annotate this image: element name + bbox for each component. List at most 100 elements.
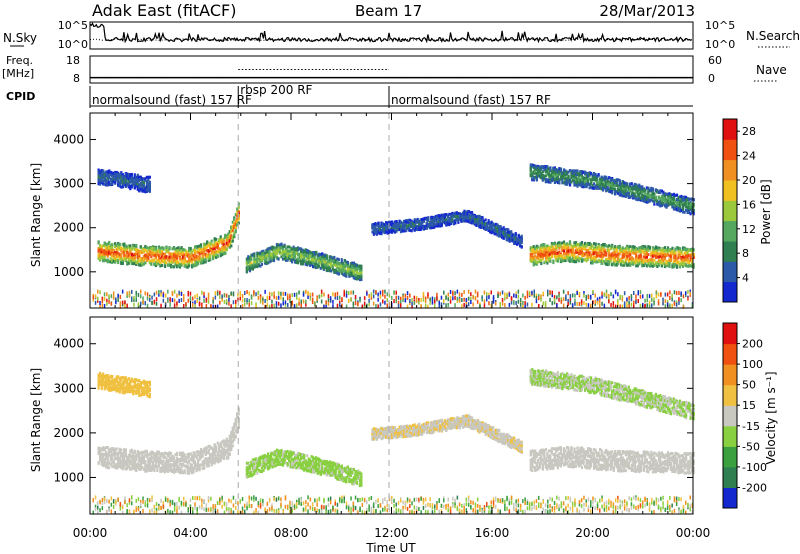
power-cell-b1 xyxy=(266,253,270,257)
power-cell-b1 xyxy=(307,260,310,264)
power-cell-b3 xyxy=(541,249,544,253)
power-cell-b1 xyxy=(251,265,254,269)
power-cell-b0 xyxy=(194,256,197,260)
power-cell-b1 xyxy=(324,265,327,269)
power-cell-b0 xyxy=(237,211,240,215)
power-cell-b2 xyxy=(473,215,477,219)
power-cell-b5 xyxy=(535,174,538,178)
power-cell-b4 xyxy=(105,178,108,182)
power-cell-b1 xyxy=(254,264,257,268)
power-cell-b2 xyxy=(495,222,498,226)
power-cell-b4 xyxy=(147,185,150,189)
power-cell-b2 xyxy=(496,233,499,237)
power-cell-b0 xyxy=(233,221,236,225)
power-cell-b4 xyxy=(103,173,106,177)
power-cell-b2 xyxy=(472,219,475,223)
power-cell-b5 xyxy=(591,178,594,182)
power-cell-b5 xyxy=(608,176,611,180)
power-cell-b0 xyxy=(236,220,239,224)
power-cell-b4 xyxy=(138,179,141,183)
power-cell-b2 xyxy=(431,224,434,227)
power-cell-b5 xyxy=(549,173,552,177)
power-cell-b5 xyxy=(636,190,639,194)
power-cell-b0 xyxy=(171,257,174,261)
power-cell-b1 xyxy=(310,251,313,255)
power-cell-b3 xyxy=(653,251,656,255)
power-cell-b2 xyxy=(380,231,383,235)
power-cell-b5 xyxy=(552,170,555,174)
power-cell-b3 xyxy=(600,260,603,264)
power-cell-b5 xyxy=(541,165,544,169)
power-cell-b0 xyxy=(203,260,206,264)
power-cell-b2 xyxy=(416,220,419,224)
power-cell-b3 xyxy=(645,264,648,268)
power-cell-b3 xyxy=(685,249,688,253)
power-cell-b3 xyxy=(596,260,599,264)
power-cell-b2 xyxy=(380,229,383,233)
power-cell-b0 xyxy=(138,250,141,254)
power-cell-b1 xyxy=(358,278,361,282)
power-cell-b3 xyxy=(621,260,624,263)
power-cell-b0 xyxy=(109,260,112,264)
power-cell-b3 xyxy=(624,249,627,253)
power-cell-b2 xyxy=(475,222,478,226)
power-cell-b0 xyxy=(106,254,109,258)
power-cell-b0 xyxy=(172,254,176,258)
power-cell-b1 xyxy=(297,260,300,264)
power-cell-b1 xyxy=(304,248,307,252)
power-cell-b2 xyxy=(495,228,498,232)
power-cell-b5 xyxy=(567,180,570,184)
power-cell-b5 xyxy=(588,183,591,187)
power-cell-b4 xyxy=(118,183,121,187)
power-cell-b3 xyxy=(635,248,638,252)
power-cell-b5 xyxy=(644,190,647,194)
power-cell-b2 xyxy=(372,223,376,226)
power-cell-b1 xyxy=(358,275,361,279)
power-cell-b1 xyxy=(256,257,259,261)
power-cell-b1 xyxy=(355,274,358,278)
power-cell-b5 xyxy=(579,170,582,174)
power-cell-b0 xyxy=(151,245,154,249)
power-cell-b0 xyxy=(189,259,192,263)
power-cell-b0 xyxy=(145,254,148,258)
power-cell-b5 xyxy=(647,193,650,197)
power-cell-b0 xyxy=(120,246,123,250)
power-cell-b0 xyxy=(136,249,139,253)
power-cell-b0 xyxy=(216,243,219,247)
power-cell-b2 xyxy=(422,219,425,223)
power-cell-b0 xyxy=(118,246,121,250)
power-cell-b5 xyxy=(546,178,549,182)
power-cell-b1 xyxy=(297,252,300,256)
power-cell-b1 xyxy=(303,253,306,257)
power-cell-b3 xyxy=(680,257,683,261)
power-cell-b2 xyxy=(372,232,376,236)
power-cell-b5 xyxy=(543,168,546,172)
power-cell-b1 xyxy=(354,264,357,268)
power-cell-b3 xyxy=(531,255,534,259)
power-cell-b0 xyxy=(126,247,129,251)
power-cell-b4 xyxy=(136,173,139,177)
power-cell-b5 xyxy=(585,182,588,186)
power-cell-b4 xyxy=(142,177,145,181)
power-cell-b3 xyxy=(596,246,599,249)
power-cell-b2 xyxy=(516,240,519,244)
power-cell-b3 xyxy=(588,255,591,259)
power-cell-b0 xyxy=(124,249,127,253)
power-cell-b3 xyxy=(556,251,559,255)
power-cell-b3 xyxy=(555,248,558,252)
power-cell-b3 xyxy=(654,255,657,258)
power-cell-b1 xyxy=(325,269,328,273)
power-cell-b5 xyxy=(594,176,597,180)
power-cell-b4 xyxy=(103,182,106,186)
power-cell-b2 xyxy=(460,219,463,223)
power-cell-b1 xyxy=(304,259,307,263)
power-cell-b4 xyxy=(103,179,106,182)
power-cell-b1 xyxy=(256,254,259,257)
power-cell-b1 xyxy=(351,261,354,265)
power-cell-b3 xyxy=(574,241,578,245)
power-cell-b0 xyxy=(127,261,130,265)
power-cell-b3 xyxy=(680,250,683,254)
power-cell-b3 xyxy=(615,254,618,258)
power-cell-b3 xyxy=(580,247,584,251)
power-cell-b3 xyxy=(562,256,566,260)
